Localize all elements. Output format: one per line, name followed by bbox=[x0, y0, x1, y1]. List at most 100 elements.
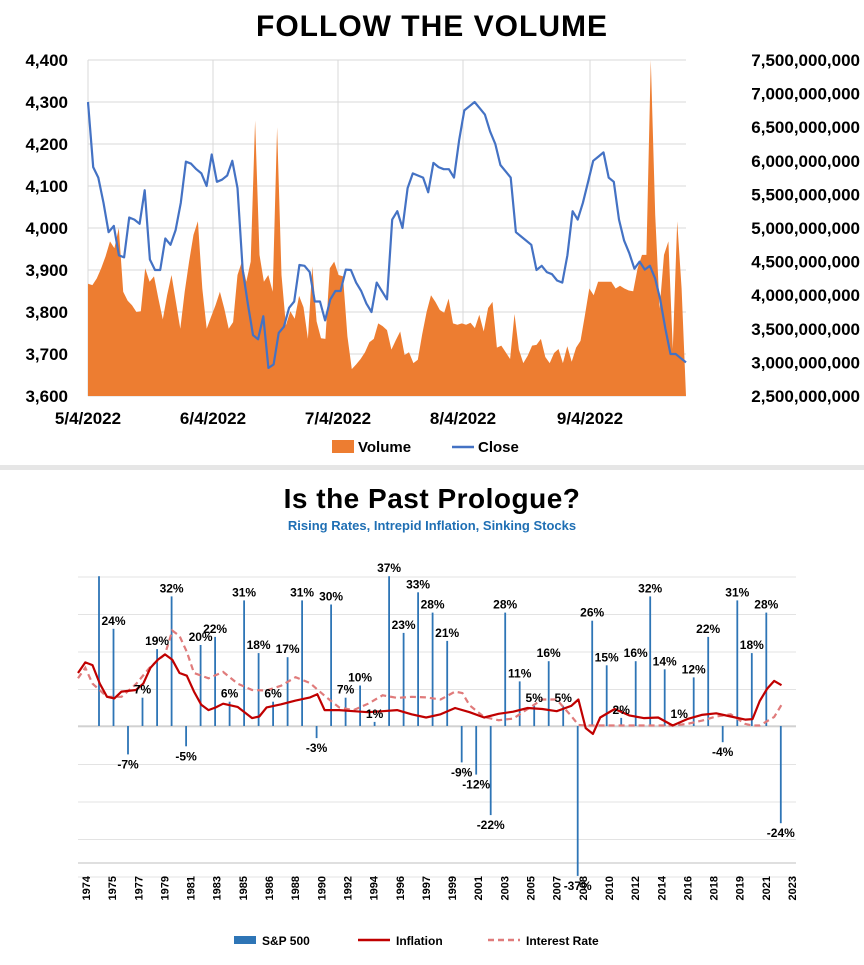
interest-rate-line bbox=[77, 628, 783, 727]
sp500-bar bbox=[750, 653, 753, 726]
prologue-chart-grid bbox=[78, 576, 796, 878]
year-axis-tick: 1986 bbox=[264, 876, 276, 900]
year-axis-tick: 2023 bbox=[787, 876, 799, 900]
prologue-chart-panel: Is the Past Prologue? Rising Rates, Intr… bbox=[0, 470, 864, 960]
volume-chart-legend: Volume Close bbox=[332, 439, 519, 456]
sp500-bar bbox=[649, 596, 652, 726]
year-axis-tick: 2014 bbox=[656, 875, 668, 900]
sp500-bar bbox=[344, 697, 347, 726]
sp500-data-label: 32% bbox=[638, 581, 662, 595]
sp500-data-label: 14% bbox=[653, 654, 677, 668]
sp500-data-label: 24% bbox=[101, 614, 125, 628]
close-axis-tick: 4,400 bbox=[25, 51, 68, 70]
sp500-bar bbox=[170, 596, 173, 726]
sp500-data-label: 2% bbox=[613, 703, 631, 717]
sp500-bar bbox=[286, 657, 289, 726]
sp500-data-label: -9% bbox=[451, 765, 473, 779]
date-axis-tick: 6/4/2022 bbox=[180, 409, 246, 428]
sp500-bar bbox=[156, 649, 158, 726]
sp500-bar bbox=[692, 677, 695, 726]
sp500-bar bbox=[591, 620, 594, 726]
volume-area bbox=[88, 60, 686, 396]
sp500-data-label: 6% bbox=[221, 687, 239, 701]
sp500-data-label: 16% bbox=[624, 646, 648, 660]
sp500-data-labels: 24%-7%7%19%32%-5%20%22%6%31%18%6%17%31%-… bbox=[101, 561, 795, 893]
prologue-chart-title: Is the Past Prologue? bbox=[284, 483, 581, 514]
year-axis-tick: 2003 bbox=[499, 876, 511, 900]
sp500-bar bbox=[228, 701, 231, 726]
close-axis-tick: 4,100 bbox=[25, 177, 68, 196]
sp500-bar bbox=[547, 661, 550, 726]
year-axis-tick: 1975 bbox=[107, 876, 119, 900]
legend-label-inflation: Inflation bbox=[396, 934, 443, 948]
sp500-bar bbox=[721, 726, 724, 743]
sp500-data-label: 28% bbox=[421, 598, 445, 612]
sp500-data-label: -3% bbox=[306, 741, 328, 755]
year-axis-tick: 2019 bbox=[735, 876, 747, 900]
sp500-data-label: 12% bbox=[682, 662, 706, 676]
year-axis: 1974 1975 1977 1979 1981 1983 1985 1986 1988 1990… bbox=[81, 875, 799, 900]
sp500-bar bbox=[504, 612, 507, 726]
sp500-bar bbox=[533, 705, 536, 727]
volume-axis-tick: 3,500,000,000 bbox=[751, 320, 860, 339]
year-axis-tick: 1992 bbox=[343, 876, 355, 900]
sp500-data-label: 19% bbox=[145, 634, 169, 648]
sp500-data-label: -5% bbox=[175, 749, 197, 763]
year-axis-tick: 1981 bbox=[186, 876, 198, 900]
year-axis-tick: 1994 bbox=[369, 875, 381, 900]
sp500-bar bbox=[98, 576, 100, 726]
sp500-data-label: 7% bbox=[134, 683, 152, 697]
sp500-data-label: 37% bbox=[377, 561, 401, 575]
sp500-bar bbox=[475, 726, 478, 775]
year-axis-tick: 1985 bbox=[238, 876, 250, 900]
volume-axis-tick: 5,500,000,000 bbox=[751, 185, 860, 204]
sp500-data-label: 10% bbox=[348, 671, 372, 685]
year-axis-tick: 2008 bbox=[578, 876, 590, 900]
inflation-line-series bbox=[77, 653, 783, 735]
volume-axis-tick: 6,000,000,000 bbox=[751, 152, 860, 171]
year-axis-tick: 2001 bbox=[473, 876, 485, 900]
year-axis-tick: 1983 bbox=[212, 876, 224, 900]
volume-axis-tick: 2,500,000,000 bbox=[751, 387, 860, 406]
sp500-bar bbox=[388, 576, 390, 726]
close-axis-tick: 4,200 bbox=[25, 135, 68, 154]
sp500-data-label: -7% bbox=[117, 757, 139, 771]
prologue-chart-subtitle: Rising Rates, Intrepid Inflation, Sinkin… bbox=[288, 518, 576, 533]
volume-chart-panel: FOLLOW THE VOLUME 4,400 4,300 4,200 4,100 4,… bbox=[0, 0, 864, 465]
year-axis-tick: 1974 bbox=[81, 875, 93, 900]
sp500-data-label: 18% bbox=[740, 638, 764, 652]
sp500-bar bbox=[330, 604, 332, 726]
sp500-data-label: -24% bbox=[767, 826, 795, 840]
sp500-data-label: 5% bbox=[526, 691, 544, 705]
sp500-data-label: 31% bbox=[232, 585, 256, 599]
sp500-data-label: 1% bbox=[366, 707, 384, 721]
close-axis-tick: 3,600 bbox=[25, 387, 68, 406]
sp500-bar-series bbox=[98, 576, 782, 876]
sp500-data-label: 22% bbox=[696, 622, 720, 636]
interest-rate-line-series bbox=[77, 628, 783, 727]
sp500-bar bbox=[663, 669, 666, 726]
year-axis-tick: 1988 bbox=[290, 876, 302, 900]
legend-label-sp500: S&P 500 bbox=[262, 934, 310, 948]
year-axis-tick: 1990 bbox=[316, 876, 328, 900]
year-axis-tick: 2021 bbox=[761, 876, 773, 900]
sp500-data-label: 7% bbox=[337, 683, 355, 697]
sp500-bar bbox=[272, 701, 274, 726]
sp500-bar bbox=[634, 661, 637, 726]
sp500-bar bbox=[315, 726, 318, 739]
sp500-bar bbox=[489, 726, 492, 816]
sp500-data-label: 11% bbox=[508, 666, 532, 680]
sp500-data-label: 33% bbox=[406, 577, 430, 591]
sp500-bar bbox=[779, 726, 782, 824]
sp500-data-label: 6% bbox=[264, 687, 282, 701]
date-axis: 5/4/2022 6/4/2022 7/4/2022 8/4/2022 9/4/2022 bbox=[55, 409, 623, 428]
sp500-data-label: -4% bbox=[712, 745, 734, 759]
sp500-bar bbox=[431, 612, 434, 726]
sp500-bar bbox=[199, 645, 202, 726]
sp500-bar bbox=[417, 592, 419, 726]
year-axis-tick: 1999 bbox=[447, 876, 459, 900]
volume-axis-tick: 7,000,000,000 bbox=[751, 85, 860, 104]
year-axis-tick: 2012 bbox=[630, 876, 642, 900]
sp500-data-label: 5% bbox=[555, 691, 573, 705]
volume-chart-title: FOLLOW THE VOLUME bbox=[256, 10, 608, 43]
